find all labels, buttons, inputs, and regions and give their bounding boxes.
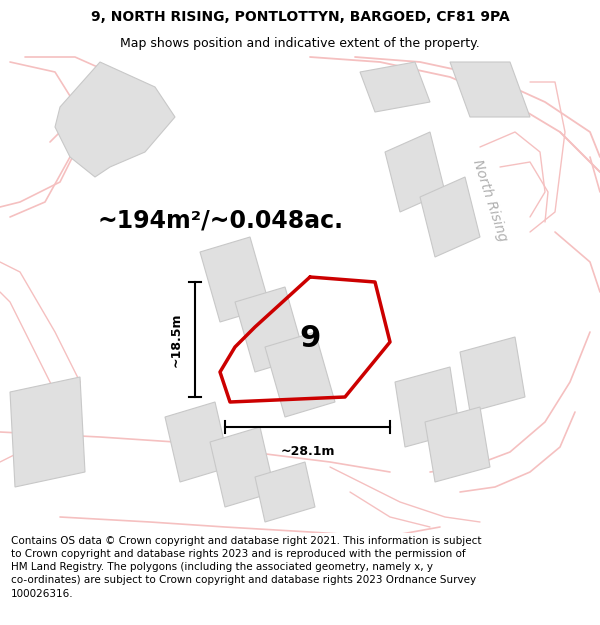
Text: 9, NORTH RISING, PONTLOTTYN, BARGOED, CF81 9PA: 9, NORTH RISING, PONTLOTTYN, BARGOED, CF… (91, 11, 509, 24)
Text: Contains OS data © Crown copyright and database right 2021. This information is : Contains OS data © Crown copyright and d… (11, 536, 481, 599)
Polygon shape (460, 337, 525, 412)
Polygon shape (425, 407, 490, 482)
Polygon shape (265, 332, 335, 417)
Text: North Rising: North Rising (470, 158, 510, 242)
Polygon shape (450, 62, 530, 117)
Polygon shape (10, 377, 85, 487)
Polygon shape (420, 177, 480, 257)
Polygon shape (395, 367, 460, 447)
Polygon shape (235, 287, 305, 372)
Polygon shape (255, 462, 315, 522)
Text: Map shows position and indicative extent of the property.: Map shows position and indicative extent… (120, 38, 480, 51)
Polygon shape (210, 427, 275, 507)
Polygon shape (165, 402, 230, 482)
Text: 9: 9 (299, 324, 320, 352)
Polygon shape (385, 132, 445, 212)
Text: ~194m²/~0.048ac.: ~194m²/~0.048ac. (97, 208, 343, 232)
Polygon shape (360, 62, 430, 112)
Polygon shape (200, 237, 270, 322)
Text: ~28.1m: ~28.1m (280, 445, 335, 458)
Polygon shape (55, 62, 175, 177)
Text: ~18.5m: ~18.5m (170, 312, 183, 367)
